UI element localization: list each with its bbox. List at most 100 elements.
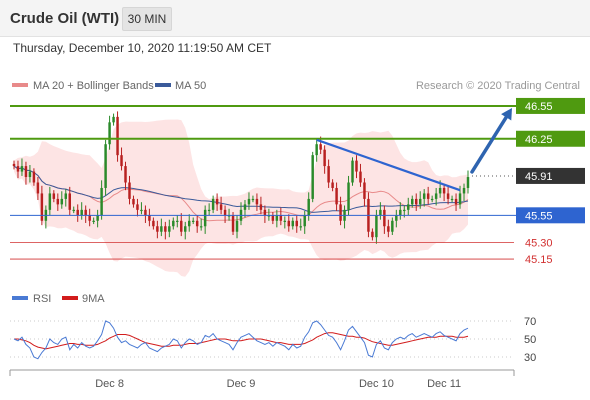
rsi-tick-label: 50 bbox=[524, 334, 536, 346]
candle bbox=[92, 217, 95, 225]
candle bbox=[116, 111, 119, 162]
candle bbox=[112, 113, 115, 126]
price-level-minor: 45.30 bbox=[10, 238, 553, 250]
price-level-minor: 45.15 bbox=[10, 254, 553, 266]
candle bbox=[152, 217, 155, 230]
x-axis: Dec 8 Dec 9 Dec 10 Dec 11 bbox=[9, 369, 515, 390]
legend-rsi-swatch bbox=[12, 296, 28, 300]
instrument-title: Crude Oil (WTI) bbox=[10, 10, 120, 27]
candle bbox=[32, 168, 36, 186]
candle bbox=[191, 217, 195, 225]
candle bbox=[20, 158, 24, 176]
candle bbox=[187, 214, 191, 232]
price-level-pivot: 45.55 bbox=[10, 207, 585, 224]
candle bbox=[80, 202, 83, 220]
x-tick-label: Dec 10 bbox=[359, 378, 394, 390]
candles bbox=[12, 111, 470, 244]
candle bbox=[279, 207, 283, 226]
trendline bbox=[316, 138, 461, 192]
candle bbox=[243, 200, 247, 218]
price-level-label: 46.25 bbox=[525, 134, 553, 146]
candle bbox=[267, 208, 271, 221]
legend-rsi-label: RSI bbox=[33, 293, 51, 305]
candle bbox=[219, 196, 223, 215]
candle bbox=[446, 186, 450, 205]
candle bbox=[275, 209, 279, 228]
rsi-tick-label: 70 bbox=[524, 316, 536, 328]
candle bbox=[283, 216, 287, 229]
candle bbox=[263, 205, 267, 223]
candle bbox=[387, 219, 390, 238]
price-level-label: 45.55 bbox=[525, 210, 553, 222]
candle bbox=[247, 192, 251, 210]
chart-header: Crude Oil (WTI) 30 MIN bbox=[0, 0, 590, 37]
candle bbox=[466, 170, 470, 194]
candle bbox=[223, 205, 227, 223]
candle bbox=[199, 218, 203, 231]
candle bbox=[104, 139, 107, 196]
candle bbox=[84, 205, 87, 223]
price-level-label: 45.91 bbox=[525, 171, 553, 183]
rsi-ma-line bbox=[14, 332, 469, 350]
candle bbox=[383, 205, 386, 234]
x-tick-label: Dec 9 bbox=[227, 378, 256, 390]
legend-ma50-swatch bbox=[155, 83, 171, 87]
candle bbox=[52, 190, 56, 203]
candle bbox=[124, 161, 127, 191]
candle bbox=[96, 209, 99, 228]
candle bbox=[347, 175, 350, 216]
candle bbox=[355, 155, 358, 179]
candle bbox=[371, 228, 374, 241]
rsi-tick-label: 30 bbox=[524, 352, 536, 364]
price-level-label: 45.15 bbox=[525, 254, 553, 266]
candle bbox=[327, 159, 330, 188]
candle bbox=[195, 215, 199, 233]
legend-rsi-ma-swatch bbox=[62, 296, 78, 300]
candle bbox=[391, 217, 394, 235]
price-level-resistance: 46.25 bbox=[10, 130, 585, 147]
x-tick-label: Dec 11 bbox=[427, 378, 461, 390]
candle bbox=[72, 206, 75, 214]
timeframe-badge[interactable]: 30 MIN bbox=[122, 7, 172, 31]
rsi-line bbox=[13, 320, 469, 360]
candle bbox=[379, 202, 382, 220]
candle bbox=[411, 195, 414, 208]
x-tick-label: Dec 8 bbox=[95, 378, 124, 390]
rsi-panel: 70 50 30 bbox=[10, 316, 536, 364]
price-level-current: 45.91 bbox=[472, 167, 585, 184]
candle bbox=[176, 215, 179, 228]
candle bbox=[24, 161, 28, 185]
candle bbox=[148, 208, 151, 227]
candle bbox=[430, 195, 434, 203]
candle bbox=[287, 214, 291, 232]
candle bbox=[331, 179, 334, 192]
price-level-label: 46.55 bbox=[525, 101, 553, 113]
candle bbox=[363, 178, 366, 207]
candle bbox=[291, 217, 295, 230]
candle bbox=[12, 160, 16, 170]
legend-ma50-label: MA 50 bbox=[175, 80, 206, 92]
candle bbox=[251, 195, 255, 203]
datetime-label: Thursday, December 10, 2020 11:19:50 AM … bbox=[13, 41, 272, 55]
legend-ma20-label: MA 20 + Bollinger Bands bbox=[33, 80, 154, 92]
bollinger-band-fill bbox=[14, 119, 468, 277]
candle bbox=[56, 193, 60, 211]
candle bbox=[359, 163, 362, 187]
candle bbox=[315, 138, 318, 162]
candle bbox=[434, 187, 438, 206]
rsi-legend: RSI 9MA bbox=[12, 293, 105, 305]
candle bbox=[339, 196, 342, 226]
candle bbox=[64, 189, 68, 207]
candle bbox=[48, 186, 52, 216]
candle bbox=[259, 196, 263, 215]
candle bbox=[414, 193, 418, 211]
candle bbox=[132, 195, 135, 208]
candle bbox=[450, 195, 454, 203]
candle bbox=[407, 197, 410, 216]
candle bbox=[307, 192, 310, 221]
candle bbox=[303, 210, 306, 234]
candle bbox=[184, 221, 187, 240]
legend-rsi-ma-label: 9MA bbox=[82, 293, 105, 305]
candle bbox=[311, 151, 314, 203]
candle bbox=[399, 202, 402, 220]
